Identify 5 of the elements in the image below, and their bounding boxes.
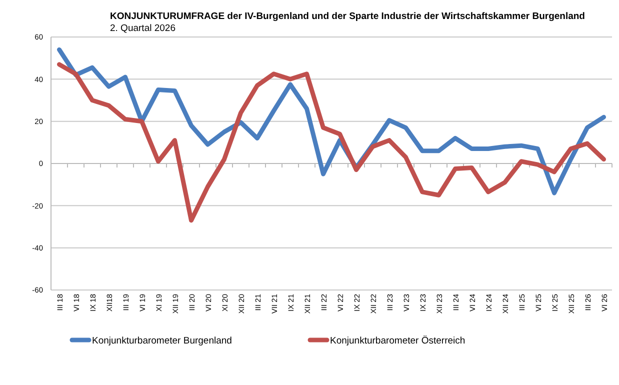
chart-subtitle: 2. Quartal 2026 xyxy=(110,23,176,34)
legend-label: Konjunkturbarometer Burgenland xyxy=(92,335,232,346)
line-series xyxy=(57,62,606,223)
legend-label: Konjunkturbarometer Österreich xyxy=(330,335,466,346)
chart-title: KONJUNKTURUMFRAGE der IV-Burgenland und der Sparte Industrie der Wirtschaftskammer Burgenland xyxy=(110,11,586,22)
